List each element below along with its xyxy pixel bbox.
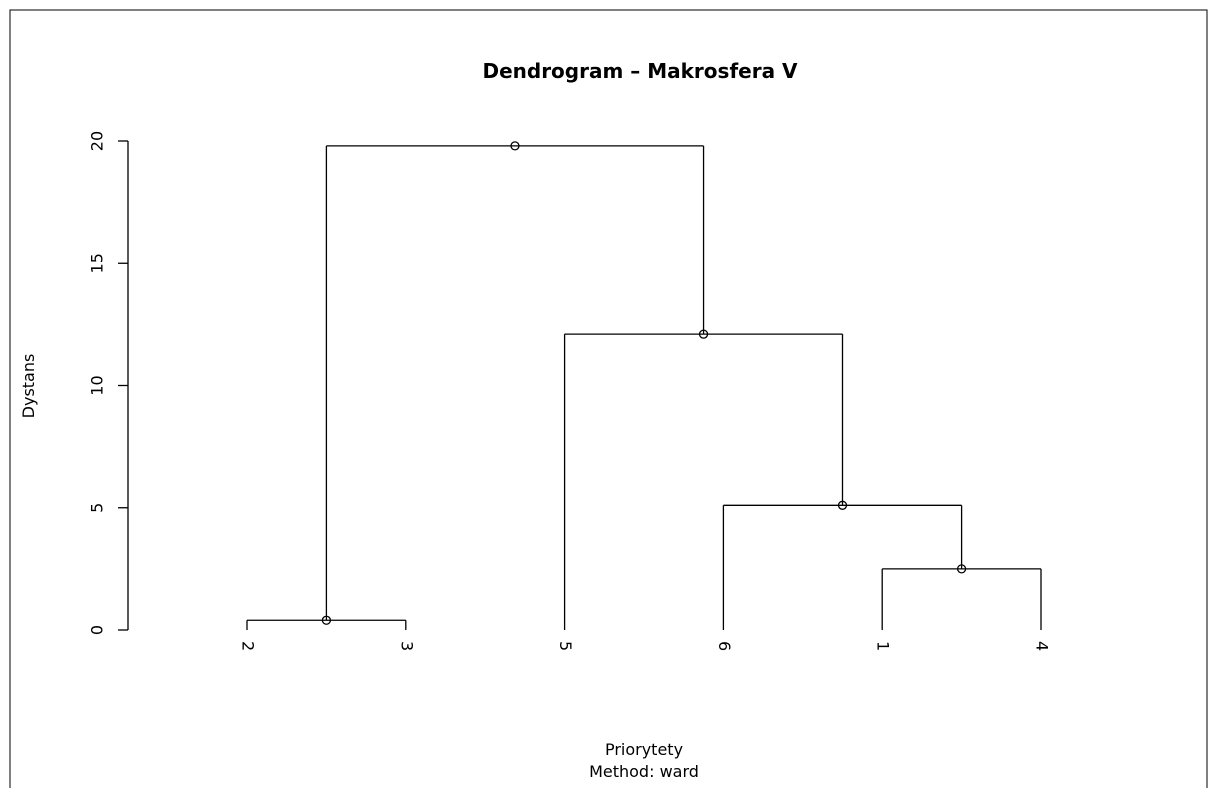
y-tick-label: 10 <box>88 375 107 395</box>
leaf-label: 1 <box>874 641 893 651</box>
frame <box>9 9 1208 788</box>
x-axis-label: Priorytety <box>605 740 683 759</box>
y-tick-label: 5 <box>88 503 107 513</box>
leaf-label: 3 <box>397 641 416 651</box>
leaf-label: 6 <box>715 641 734 651</box>
y-tick-label: 15 <box>88 253 107 273</box>
y-axis-label: Dystans <box>19 354 38 419</box>
chart-title: Dendrogram – Makrosfera V <box>482 59 798 83</box>
sub-label: Method: ward <box>589 762 699 781</box>
leaf-label: 2 <box>239 641 258 651</box>
y-tick-label: 0 <box>88 625 107 635</box>
merge-node <box>510 141 520 151</box>
y-tick-label: 20 <box>88 131 107 151</box>
leaf-label: 4 <box>1033 641 1052 651</box>
leaf-label: 5 <box>556 641 575 651</box>
